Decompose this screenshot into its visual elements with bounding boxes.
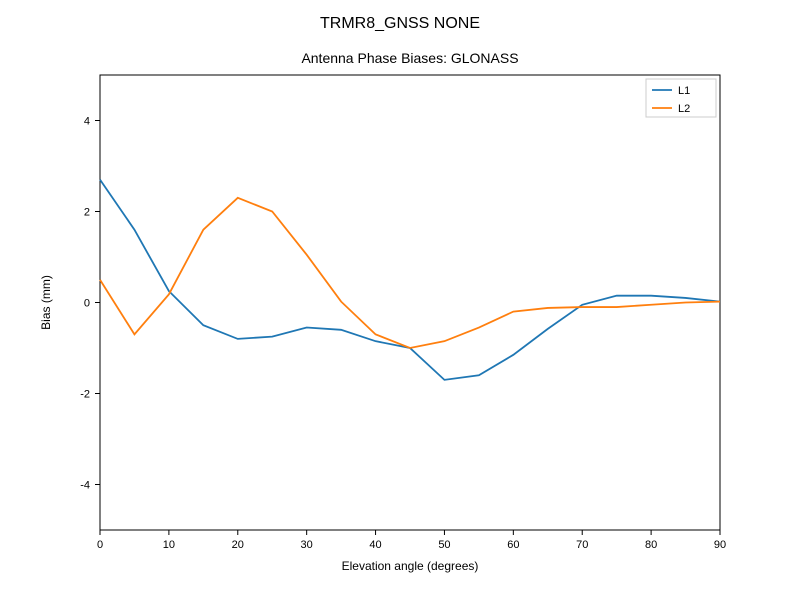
x-tick-label: 40 [369,539,381,551]
y-tick-label: 4 [84,116,90,128]
y-tick-label: 2 [84,207,90,219]
chart-suptitle: TRMR8_GNSS NONE [320,15,480,32]
chart-title: Antenna Phase Biases: GLONASS [301,50,518,66]
legend-label: L2 [678,103,690,115]
x-tick-label: 50 [438,539,450,551]
legend-label: L1 [678,85,690,97]
line-chart: 0 10 20 30 40 50 60 70 80 90 -4 -2 0 2 4 Elevation angl… [0,0,800,600]
x-tick-label: 30 [301,539,313,551]
x-tick-label: 0 [97,539,103,551]
y-tick-label: -4 [80,480,90,492]
x-tick-label: 10 [163,539,175,551]
x-tick-label: 90 [714,539,726,551]
x-tick-label: 60 [507,539,519,551]
y-tick-label: 0 [84,298,90,310]
chart-container: { "chart": { "type": "line", "suptitle":… [0,0,800,600]
y-tick-label: -2 [80,389,90,401]
x-tick-label: 80 [645,539,657,551]
y-axis-label: Bias (mm) [39,275,53,330]
x-tick-label: 20 [232,539,244,551]
x-tick-label: 70 [576,539,588,551]
x-axis-label: Elevation angle (degrees) [342,559,479,573]
